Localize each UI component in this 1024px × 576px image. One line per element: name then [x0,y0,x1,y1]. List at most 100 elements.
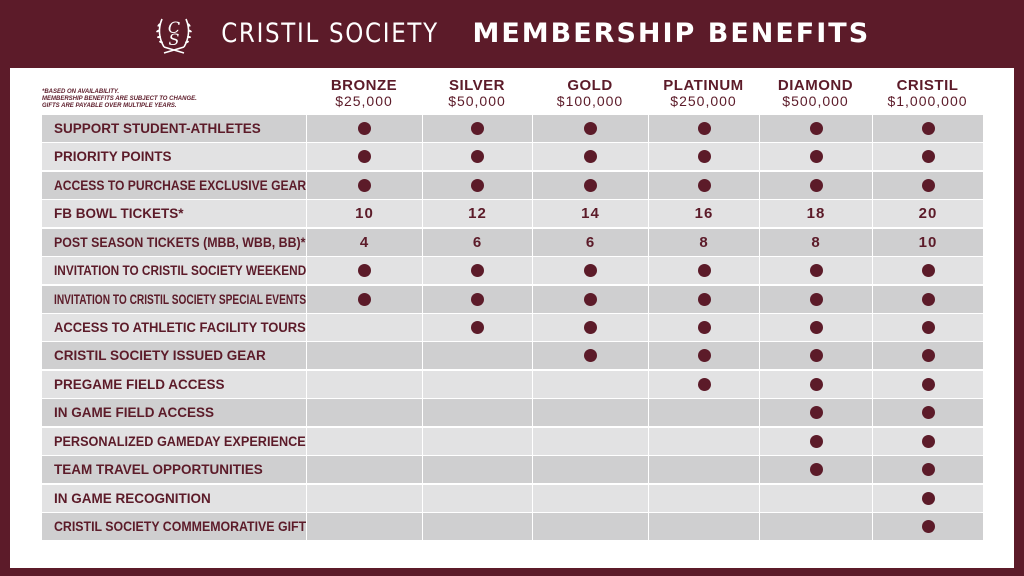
table-row: IN GAME FIELD ACCESS [42,399,983,427]
included-dot-icon [584,292,597,306]
tier-cell-cristil [872,314,983,341]
tier-cell-diamond [759,399,872,427]
ticket-count: 4 [359,233,370,251]
tier-cell-diamond [759,314,872,341]
tier-cell-platinum [648,285,759,313]
tier-cell-cristil [872,342,983,370]
included-dot-icon [471,264,484,278]
tier-header-gold: GOLD $100,000 [532,78,648,109]
included-dot-icon [697,349,711,363]
tier-name: GOLD [567,77,613,94]
tier-cell-bronze [306,314,422,341]
tier-cell-bronze [306,427,422,455]
benefit-label: POST SEASON TICKETS (MBB, WBB, BB)* [54,234,306,250]
title-benefits: MEMBERSHIP BENEFITS [472,17,871,49]
tier-cell-diamond [759,257,872,285]
tier-price: $250,000 [670,93,737,109]
tier-price: $1,000,000 [887,93,968,109]
included-dot-icon [921,349,935,363]
benefit-label: CRISTIL SOCIETY COMMEMORATIVE GIFT [54,519,307,535]
page-header: C S CRISTIL SOCIETY MEMBERSHIP BENEFITS [0,0,1024,66]
tier-cell-gold [532,115,648,142]
tier-cell-gold [532,143,648,171]
tier-cell-silver [422,342,532,370]
tier-cell-diamond [759,484,872,512]
note-line-3: GIFTS ARE PAYABLE OVER MULTIPLE YEARS. [42,103,177,109]
tier-cell-platinum [648,370,759,398]
tier-cell-bronze [306,456,422,484]
included-dot-icon [809,292,823,306]
tier-cell-gold [532,399,648,427]
tier-cell-diamond [759,285,872,313]
tier-cell-platinum [648,427,759,455]
included-dot-icon [809,349,823,363]
benefit-label: ACCESS TO PURCHASE EXCLUSIVE GEAR [54,177,307,193]
cs-laurel-logo-icon: C S [154,11,194,55]
table-row: CRISTIL SOCIETY COMMEMORATIVE GIFT [42,513,983,541]
included-dot-icon [921,321,935,334]
included-dot-icon [358,264,371,278]
tier-cell-diamond [759,370,872,398]
benefit-label: IN GAME RECOGNITION [54,490,211,506]
benefit-label: PREGAME FIELD ACCESS [54,376,225,392]
included-dot-icon [584,150,597,164]
tier-price: $25,000 [335,93,393,109]
tier-cell-gold [532,456,648,484]
benefit-label: PERSONALIZED GAMEDAY EXPERIENCE [54,433,306,449]
tier-cell-cristil [872,370,983,398]
included-dot-icon [809,150,823,164]
ticket-count: 16 [694,205,714,223]
note-line-2: MEMBERSHIP BENEFITS ARE SUBJECT TO CHANG… [42,96,197,102]
included-dot-icon [697,122,711,135]
table-row: INVITATION TO CRISTIL SOCIETY WEEKEND [42,257,983,285]
tier-price: $500,000 [782,93,849,109]
included-dot-icon [921,178,935,192]
included-dot-icon [921,406,935,420]
tier-cell-cristil [872,484,983,512]
table-row: IN GAME RECOGNITION [42,484,983,512]
tier-cell-cristil [872,513,983,541]
benefit-label: TEAM TRAVEL OPPORTUNITIES [54,462,263,478]
tier-cell-gold [532,314,648,341]
included-dot-icon [921,292,935,306]
tier-price: $50,000 [448,93,506,109]
included-dot-icon [471,150,484,164]
tier-cell-platinum [648,143,759,171]
tier-name: BRONZE [330,77,398,94]
table-row: SUPPORT STUDENT-ATHLETES [42,115,983,142]
tier-cell-bronze [306,399,422,427]
tier-cell-silver [422,143,532,171]
ticket-count: 10 [918,233,938,251]
included-dot-icon [809,122,823,135]
table-row: ACCESS TO ATHLETIC FACILITY TOURS [42,314,983,341]
included-dot-icon [809,377,823,391]
tier-cell-platinum [648,484,759,512]
tier-cell-cristil [872,143,983,171]
tier-cell-cristil: 20 [872,200,983,228]
tier-cell-platinum [648,399,759,427]
tier-cell-diamond [759,342,872,370]
included-dot-icon [358,150,371,164]
tier-cell-cristil [872,285,983,313]
included-dot-icon [921,150,935,164]
tier-cell-silver [422,257,532,285]
included-dot-icon [809,463,823,477]
tier-cell-silver [422,399,532,427]
tier-cell-silver [422,484,532,512]
included-dot-icon [471,122,484,135]
included-dot-icon [809,406,823,420]
tier-cell-bronze [306,513,422,541]
tier-cell-diamond [759,171,872,199]
tier-cell-silver [422,456,532,484]
ticket-count: 20 [918,205,938,223]
tier-cell-cristil [872,399,983,427]
benefit-label: CRISTIL SOCIETY ISSUED GEAR [54,348,266,364]
benefit-label: IN GAME FIELD ACCESS [54,405,215,421]
table-row: PERSONALIZED GAMEDAY EXPERIENCE [42,427,983,455]
included-dot-icon [921,463,935,477]
included-dot-icon [697,292,711,306]
included-dot-icon [358,292,371,306]
title-society: CRISTIL SOCIETY [221,17,439,49]
note-line-1: *BASED ON AVAILABILITY. [42,89,120,95]
benefit-label: FB BOWL TICKETS* [54,206,184,222]
